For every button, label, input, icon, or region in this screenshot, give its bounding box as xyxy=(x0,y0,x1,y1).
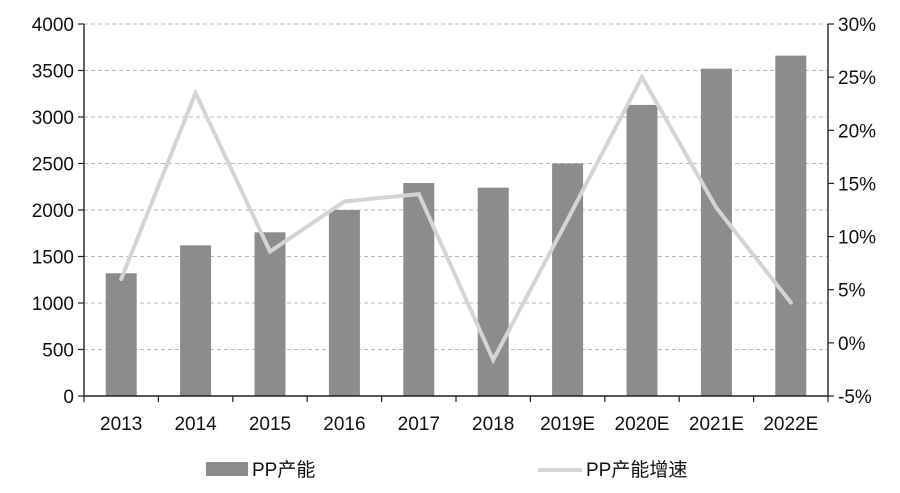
right-tick-label: 10% xyxy=(838,228,876,249)
growth-point xyxy=(789,300,793,305)
x-tick-label: 2016 xyxy=(323,414,365,435)
bar xyxy=(700,68,732,396)
right-tick-label: 5% xyxy=(838,281,866,302)
x-tick-label: 2020E xyxy=(615,414,670,435)
bar xyxy=(477,187,509,396)
x-tick-label: 2019E xyxy=(540,414,595,435)
growth-point xyxy=(417,192,421,196)
left-tick-label: 4000 xyxy=(32,15,74,36)
growth-line xyxy=(119,72,793,365)
growth-point xyxy=(194,91,198,95)
bar-series xyxy=(105,55,807,397)
right-tick-label: -5% xyxy=(838,387,872,408)
left-tick-label: 3000 xyxy=(32,108,74,129)
growth-point xyxy=(119,277,123,281)
bar xyxy=(328,210,360,396)
bar xyxy=(775,55,807,397)
line-series xyxy=(119,72,793,365)
left-tick-label: 1000 xyxy=(32,294,74,315)
legend: PP产能 PP产能增速 xyxy=(206,459,687,481)
growth-point xyxy=(491,358,495,362)
left-tick-label: 500 xyxy=(42,341,74,362)
growth-point xyxy=(342,199,346,204)
bar xyxy=(105,273,137,396)
growth-point xyxy=(714,206,719,210)
growth-point xyxy=(268,249,272,254)
bar xyxy=(254,232,286,396)
growth-point xyxy=(566,217,570,222)
legend-bar-label: PP产能 xyxy=(252,459,315,481)
left-tick-label: 2000 xyxy=(32,201,74,222)
left-tick-label: 3500 xyxy=(32,62,74,83)
x-tick-label: 2015 xyxy=(249,414,291,435)
x-tick-label: 2021E xyxy=(689,414,744,435)
x-tick-label: 2022E xyxy=(763,414,818,435)
right-tick-label: 20% xyxy=(838,121,876,142)
right-tick-label: 15% xyxy=(838,174,876,195)
legend-line-label: PP产能增速 xyxy=(586,459,687,481)
growth-point xyxy=(640,75,644,79)
x-tick-label: 2018 xyxy=(472,414,514,435)
left-tick-label: 0 xyxy=(63,387,74,408)
x-tick-label: 2017 xyxy=(398,414,440,435)
bar xyxy=(626,104,658,396)
legend-bar-swatch xyxy=(206,462,248,476)
x-tick-label: 2014 xyxy=(174,414,217,435)
axes xyxy=(78,23,834,402)
right-axis-tick-labels: -5% 0% 5% 10% 15% 20% 25% 30% xyxy=(838,15,876,408)
left-axis-tick-labels: 0 500 1000 1500 2000 2500 3000 3500 4000 xyxy=(32,15,74,408)
right-tick-label: 30% xyxy=(838,15,876,36)
x-tick-label: 2013 xyxy=(100,414,142,435)
right-tick-label: 0% xyxy=(838,334,866,355)
right-tick-label: 25% xyxy=(838,68,876,89)
bar xyxy=(180,245,212,396)
x-axis-tick-labels: 2013 2014 2015 2016 2017 2018 2019E 2020E 2021E 2… xyxy=(100,414,818,435)
left-tick-label: 1500 xyxy=(32,248,74,269)
left-tick-label: 2500 xyxy=(32,155,74,176)
